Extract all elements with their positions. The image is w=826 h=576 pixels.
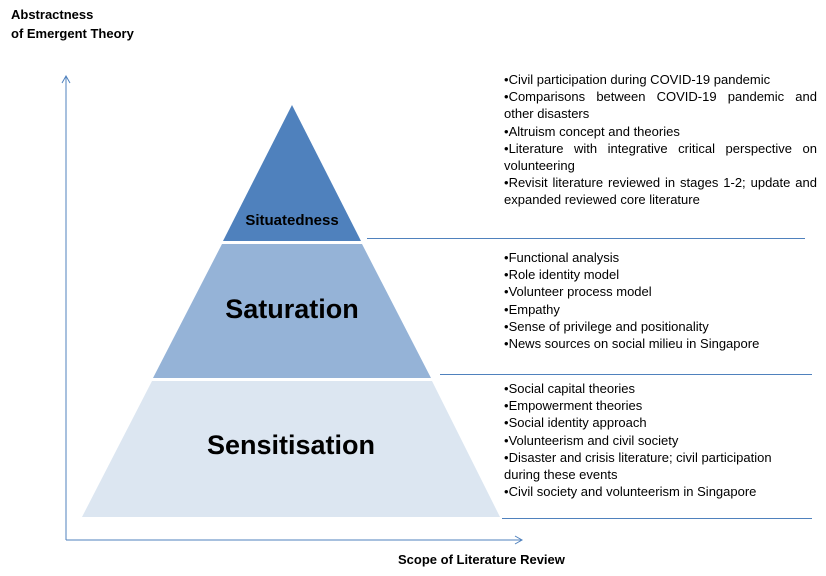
list-item: News sources on social milieu in Singapo… xyxy=(504,335,817,352)
tier-sensitisation xyxy=(82,381,500,517)
list-item: Sense of privilege and positionality xyxy=(504,318,817,335)
list-item: Revisit literature reviewed in stages 1-… xyxy=(504,174,817,208)
y-axis-label-line2: of Emergent Theory xyxy=(11,26,134,41)
list-item: Functional analysis xyxy=(504,249,817,266)
tier-situatedness xyxy=(223,105,361,241)
list-item: Civil participation during COVID-19 pand… xyxy=(504,71,817,88)
list-item: Role identity model xyxy=(504,266,817,283)
list-item: Disaster and crisis literature; civil pa… xyxy=(504,449,800,483)
situatedness-literature-list: Civil participation during COVID-19 pand… xyxy=(504,71,817,209)
list-item: Volunteer process model xyxy=(504,283,817,300)
list-item: Social capital theories xyxy=(504,380,800,397)
saturation-label: Saturation xyxy=(225,294,359,324)
x-axis-label: Scope of Literature Review xyxy=(398,552,565,567)
sensitisation-label: Sensitisation xyxy=(206,430,376,460)
y-axis-label: Abstractness of Emergent Theory xyxy=(11,5,134,43)
y-axis-label-line1: Abstractness xyxy=(11,7,94,22)
list-item: Empathy xyxy=(504,301,817,318)
list-item: Volunteerism and civil society xyxy=(504,432,800,449)
list-item: Empowerment theories xyxy=(504,397,800,414)
saturation-literature-list: Functional analysis Role identity model … xyxy=(504,249,817,352)
list-item: Social identity approach xyxy=(504,414,800,431)
tier-saturation xyxy=(153,244,431,378)
list-item: Civil society and volunteerism in Singap… xyxy=(504,483,800,500)
situatedness-label: Situatedness xyxy=(245,212,339,229)
list-item: Literature with integrative critical per… xyxy=(504,140,817,174)
list-item: Comparisons between COVID-19 pandemic an… xyxy=(504,88,817,122)
list-item: Altruism concept and theories xyxy=(504,123,817,140)
sensitisation-literature-list: Social capital theories Empowerment theo… xyxy=(504,380,800,500)
